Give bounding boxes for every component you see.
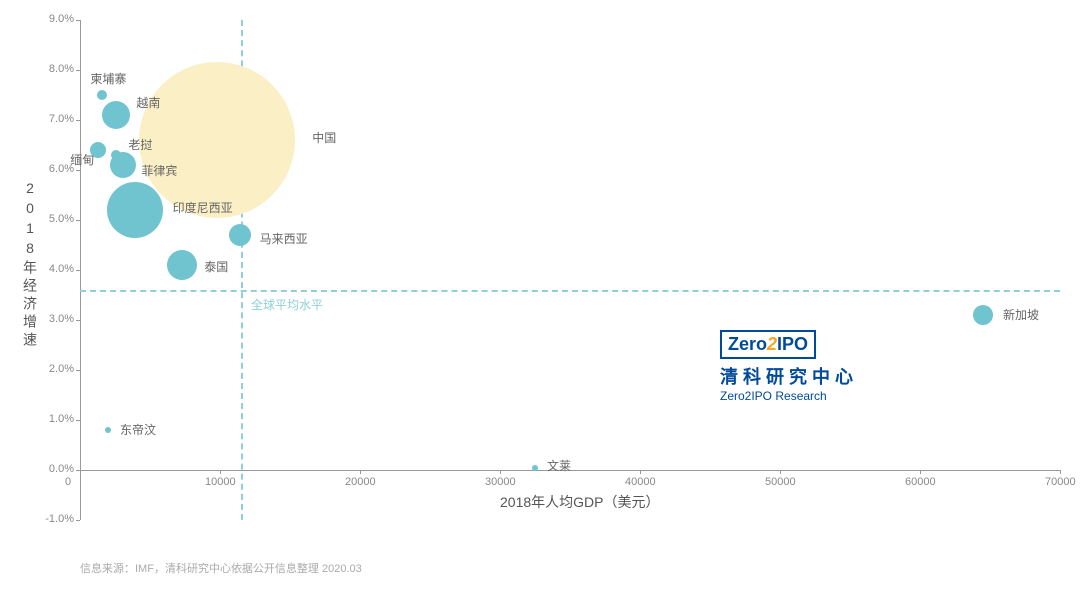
bubble-point [973, 305, 993, 325]
x-tick-label: 50000 [765, 476, 796, 488]
bubble-point [111, 150, 121, 160]
y-tick-label: 3.0% [49, 313, 74, 325]
y-tick-label: 0.0% [49, 463, 74, 475]
x-tick-label: 20000 [345, 476, 376, 488]
bubble-label: 东帝汶 [120, 421, 156, 438]
watermark-brand-cn: 清科研究中心 [720, 363, 858, 389]
bubble-label: 老挝 [128, 136, 152, 153]
bubble-label: 马来西亚 [260, 230, 308, 247]
bubble-label: 越南 [136, 94, 160, 111]
bubble-label: 泰国 [204, 258, 228, 275]
x-tick-label: 70000 [1045, 476, 1076, 488]
bubble-label: 印度尼西亚 [173, 199, 233, 216]
y-tick-label: 8.0% [49, 63, 74, 75]
bubble-point [139, 62, 295, 218]
bubble-label: 缅甸 [70, 151, 94, 168]
reference-label: 全球平均水平 [251, 296, 323, 313]
reference-line-horizontal [80, 290, 1060, 292]
x-axis-title: 2018年人均GDP（美元） [500, 492, 659, 512]
bubble-label: 中国 [312, 129, 336, 146]
y-axis-line [80, 20, 81, 520]
bubble-label: 新加坡 [1003, 306, 1039, 323]
watermark-sub-en: Zero2IPO Research [720, 389, 858, 403]
watermark-brand-en: Zero2IPO [720, 330, 816, 359]
bubble-point [532, 465, 538, 471]
y-tick-label: 9.0% [49, 13, 74, 25]
y-axis-title: 2018年经济增速 [20, 180, 40, 350]
bubble-point [229, 224, 251, 246]
bubble-point [107, 182, 163, 238]
bubble-label: 文莱 [547, 457, 571, 474]
y-tick-label: 4.0% [49, 263, 74, 275]
bubble-chart: 2018年经济增速 2018年人均GDP（美元） 信息来源：IMF，清科研究中心… [0, 0, 1080, 600]
bubble-point [97, 90, 107, 100]
x-tick-label: 40000 [625, 476, 656, 488]
bubble-point [167, 250, 197, 280]
bubble-label: 菲律宾 [141, 162, 177, 179]
x-tick-label: 10000 [205, 476, 236, 488]
bubble-label: 柬埔寨 [90, 70, 126, 87]
y-tick-label: 2.0% [49, 363, 74, 375]
x-tick-label: 0 [65, 476, 71, 488]
y-tick-label: 7.0% [49, 113, 74, 125]
x-tick-label: 60000 [905, 476, 936, 488]
bubble-point [102, 101, 130, 129]
y-tick-label: 5.0% [49, 213, 74, 225]
source-note: 信息来源：IMF，清科研究中心依据公开信息整理 2020.03 [80, 560, 362, 576]
x-tick-label: 30000 [485, 476, 516, 488]
y-tick-label: 1.0% [49, 413, 74, 425]
bubble-point [105, 427, 111, 433]
y-tick-label: -1.0% [45, 513, 74, 525]
watermark-logo: Zero2IPO 清科研究中心 Zero2IPO Research [720, 330, 858, 403]
